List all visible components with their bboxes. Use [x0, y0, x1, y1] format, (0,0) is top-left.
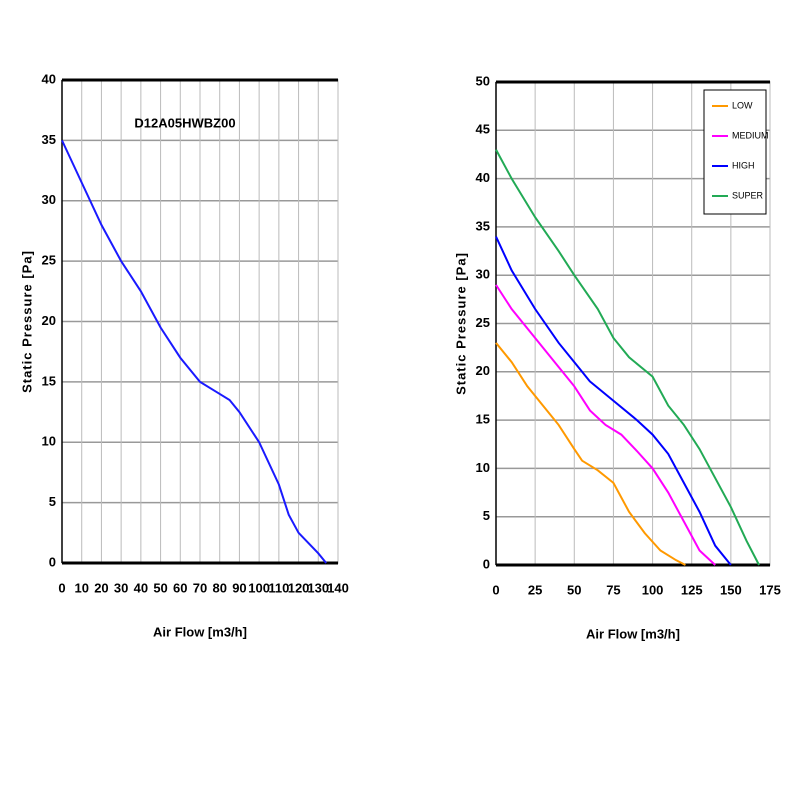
x-tick-label: 140 — [327, 580, 349, 595]
y-tick-label: 50 — [476, 73, 490, 88]
chart-title: D12A05HWBZ00 — [134, 115, 235, 130]
x-tick-label: 130 — [307, 580, 329, 595]
x-tick-label: 150 — [720, 582, 742, 597]
series-line — [495, 236, 732, 566]
x-tick-label: 25 — [528, 582, 542, 597]
x-tick-label: 70 — [193, 580, 207, 595]
y-tick-label: 30 — [476, 267, 490, 282]
legend-box — [703, 89, 767, 215]
legend-label: HIGH — [732, 160, 755, 170]
y-tick-label: 0 — [483, 556, 490, 571]
x-axis-label: Air Flow [m3/h] — [586, 626, 680, 641]
x-tick-label: 10 — [74, 580, 88, 595]
legend-label: MEDIUM — [732, 130, 769, 140]
x-tick-label: 125 — [681, 582, 703, 597]
x-tick-label: 100 — [642, 582, 664, 597]
y-tick-label: 35 — [42, 132, 56, 147]
series-line — [495, 284, 716, 566]
y-tick-label: 20 — [42, 313, 56, 328]
y-tick-label: 35 — [476, 218, 490, 233]
x-tick-label: 0 — [58, 580, 65, 595]
legend-label: SUPER — [732, 190, 764, 200]
x-axis-label: Air Flow [m3/h] — [153, 624, 247, 639]
x-tick-label: 80 — [212, 580, 226, 595]
y-tick-label: 5 — [483, 508, 490, 523]
y-tick-label: 25 — [476, 315, 490, 330]
x-tick-label: 40 — [134, 580, 148, 595]
y-tick-label: 0 — [49, 554, 56, 569]
y-tick-label: 15 — [476, 412, 490, 427]
series-line — [61, 139, 327, 564]
x-tick-label: 90 — [232, 580, 246, 595]
x-tick-label: 175 — [759, 582, 781, 597]
y-axis-label: Static Pressure [Pa] — [19, 250, 34, 393]
x-tick-label: 120 — [288, 580, 310, 595]
x-tick-label: 50 — [153, 580, 167, 595]
y-tick-label: 45 — [476, 122, 490, 137]
x-tick-label: 75 — [606, 582, 620, 597]
y-tick-label: 40 — [476, 170, 490, 185]
y-tick-label: 40 — [42, 71, 56, 86]
y-tick-label: 10 — [42, 434, 56, 449]
y-axis-label: Static Pressure [Pa] — [453, 252, 468, 395]
y-tick-label: 5 — [49, 494, 56, 509]
x-tick-label: 30 — [114, 580, 128, 595]
y-tick-label: 25 — [42, 253, 56, 268]
x-tick-label: 20 — [94, 580, 108, 595]
x-tick-label: 0 — [492, 582, 499, 597]
x-tick-label: 100 — [248, 580, 270, 595]
y-tick-label: 30 — [42, 192, 56, 207]
x-tick-label: 60 — [173, 580, 187, 595]
x-tick-label: 110 — [268, 580, 289, 595]
legend-label: LOW — [732, 100, 753, 110]
series-line — [495, 149, 760, 566]
y-tick-label: 10 — [476, 460, 490, 475]
x-tick-label: 50 — [567, 582, 581, 597]
y-tick-label: 15 — [42, 373, 56, 388]
series-line — [495, 342, 686, 566]
y-tick-label: 20 — [476, 363, 490, 378]
